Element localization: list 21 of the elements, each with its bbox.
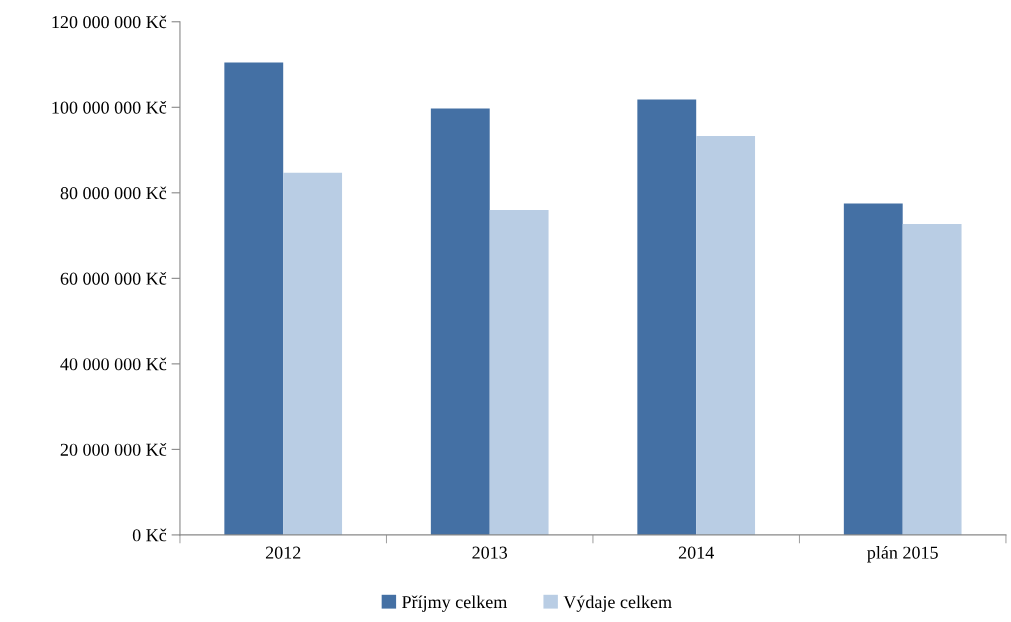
bar [430,108,490,535]
bar [224,62,284,535]
legend-label: Výdaje celkem [563,595,672,612]
y-tick-label: 120 000 000 Kč [52,15,167,29]
bar [637,99,697,535]
y-tick-label: 80 000 000 Kč [60,186,167,200]
x-tick-label: 2013 [472,546,508,559]
bar [843,203,903,535]
bar [489,209,549,535]
y-tick-label: 20 000 000 Kč [60,443,167,456]
bar [696,135,756,535]
x-tick-label: 2012 [265,546,301,559]
y-tick-label: 60 000 000 Kč [60,272,167,285]
y-tick-label: 100 000 000 Kč [52,101,167,114]
x-tick-label: 2014 [678,546,714,559]
bar [283,172,343,535]
legend-label: Příjmy celkem [402,595,508,612]
y-tick-label: 40 000 000 Kč [60,357,167,371]
y-tick-label: 0 Kč [132,528,167,542]
x-tick-label: plán 2015 [867,546,938,563]
bar [902,224,962,535]
